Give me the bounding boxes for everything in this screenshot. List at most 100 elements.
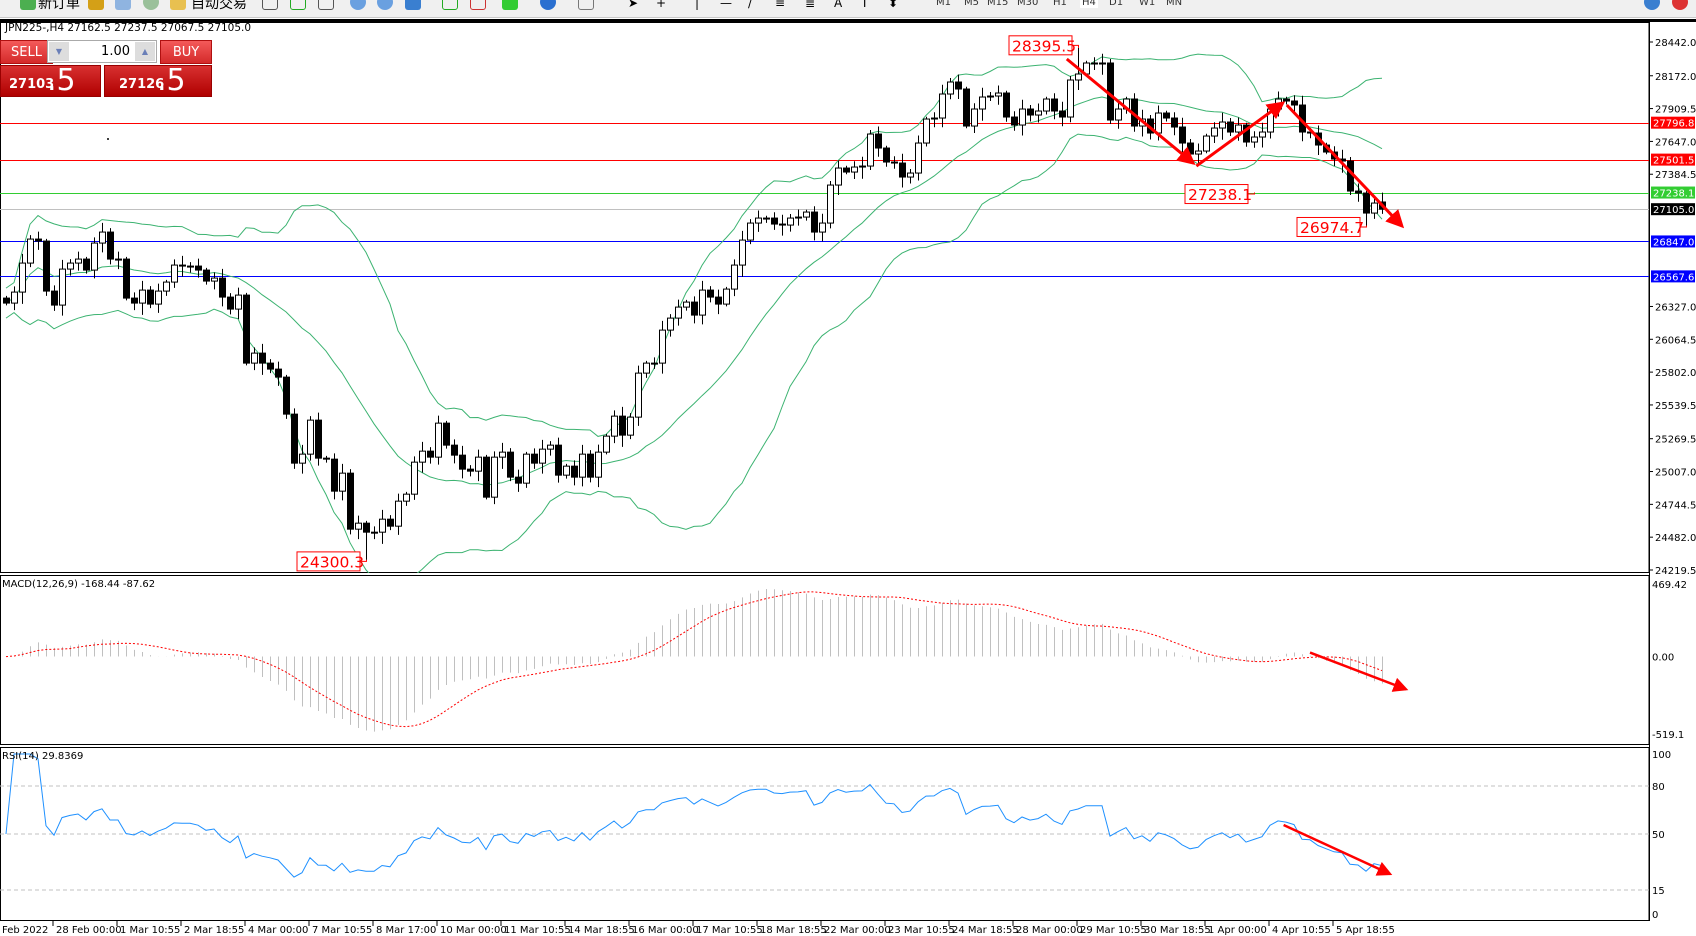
periods-icon[interactable] bbox=[540, 0, 556, 10]
candle bbox=[899, 153, 906, 188]
macd-label: MACD(12,26,9) -168.44 -87.62 bbox=[2, 579, 155, 590]
time-label: 14 Mar 18:55 bbox=[568, 925, 635, 936]
new-order-icon[interactable] bbox=[20, 0, 36, 10]
timeframe-h1[interactable]: H1 bbox=[1053, 0, 1067, 8]
candle-body bbox=[267, 362, 274, 370]
vertical-line-icon[interactable]: | bbox=[695, 0, 700, 10]
text-icon[interactable]: A bbox=[834, 0, 843, 10]
candle-body bbox=[355, 522, 362, 530]
chart-shift-icon[interactable] bbox=[470, 0, 486, 10]
market-watch-icon[interactable] bbox=[88, 0, 104, 10]
toolbar: 新订单 自动交易 ➤ + | — / ≡ ≣ A T ⬍ M1 M5 M15 M30 H… bbox=[0, 0, 1696, 18]
timeframe-m15[interactable]: M15 bbox=[987, 0, 1009, 8]
new-order-button[interactable]: 新订单 bbox=[38, 0, 80, 12]
toolbar-divider bbox=[0, 19, 1696, 22]
candle bbox=[427, 447, 434, 464]
auto-trading-button[interactable]: 自动交易 bbox=[191, 0, 247, 12]
bar-chart-icon[interactable] bbox=[262, 0, 278, 10]
navigator-icon[interactable] bbox=[115, 0, 131, 10]
candle bbox=[707, 286, 714, 303]
time-label: 11 Mar 10:55 bbox=[504, 925, 571, 936]
candle-body bbox=[547, 444, 554, 450]
price-tick-label: 25007.0 bbox=[1655, 468, 1696, 479]
notifications-icon[interactable] bbox=[1672, 0, 1688, 10]
candle bbox=[219, 268, 226, 307]
candle bbox=[1011, 111, 1018, 131]
candle bbox=[763, 215, 770, 223]
candle bbox=[811, 206, 818, 241]
candle-body bbox=[523, 453, 530, 484]
text-label-icon[interactable]: T bbox=[861, 0, 869, 10]
candle bbox=[195, 258, 202, 278]
auto-trading-icon[interactable] bbox=[170, 0, 186, 10]
candle bbox=[1355, 183, 1362, 202]
candle bbox=[867, 130, 874, 171]
zoom-in-icon[interactable] bbox=[350, 0, 366, 10]
cursor-icon[interactable]: ➤ bbox=[628, 0, 639, 10]
bollinger-lower bbox=[5, 133, 1383, 573]
fibonacci-icon[interactable]: ≣ bbox=[805, 0, 816, 10]
timeframe-d1[interactable]: D1 bbox=[1109, 0, 1124, 8]
candle bbox=[355, 515, 362, 540]
candle-body bbox=[963, 88, 970, 127]
trendline-icon[interactable]: / bbox=[748, 0, 753, 10]
candle bbox=[747, 219, 754, 245]
candlestick-icon[interactable] bbox=[290, 0, 306, 10]
signal-icon[interactable] bbox=[143, 0, 159, 10]
timeframe-m30[interactable]: M30 bbox=[1017, 0, 1039, 8]
candle bbox=[699, 280, 706, 325]
zoom-out-icon[interactable] bbox=[377, 0, 393, 10]
candle-body bbox=[427, 450, 434, 458]
candle-body bbox=[763, 217, 770, 220]
candle-body bbox=[1051, 98, 1058, 112]
candle-body bbox=[883, 147, 890, 163]
candle-body bbox=[835, 167, 842, 186]
candle bbox=[1059, 101, 1066, 127]
timeframe-w1[interactable]: W1 bbox=[1139, 0, 1156, 8]
candle bbox=[187, 262, 194, 273]
candle-body bbox=[219, 277, 226, 298]
price-tick-label: 25269.5 bbox=[1655, 435, 1696, 446]
timeframe-mn[interactable]: MN bbox=[1166, 0, 1183, 8]
candle-body bbox=[539, 448, 546, 464]
search-icon[interactable] bbox=[1644, 0, 1660, 10]
price-label-box bbox=[296, 551, 361, 572]
candle bbox=[795, 209, 802, 226]
lot-size-input[interactable] bbox=[70, 42, 134, 61]
candle-body bbox=[227, 296, 234, 310]
lot-decrease-button[interactable]: ▼ bbox=[49, 42, 69, 61]
candle bbox=[803, 209, 810, 221]
candle-body bbox=[579, 453, 586, 478]
buy-price[interactable]: 27126 .5 bbox=[104, 64, 212, 98]
arrows-icon[interactable]: ⬍ bbox=[888, 0, 899, 10]
candle-body bbox=[1043, 98, 1050, 112]
candle-body bbox=[259, 352, 266, 364]
candle bbox=[403, 491, 410, 506]
crosshair-icon[interactable]: + bbox=[656, 0, 667, 10]
channel-icon[interactable]: ≡ bbox=[775, 0, 786, 10]
tile-windows-icon[interactable] bbox=[405, 0, 421, 10]
candle-body bbox=[971, 108, 978, 127]
candle-body bbox=[827, 184, 834, 224]
candle-body bbox=[987, 95, 994, 98]
horizontal-line-icon[interactable]: — bbox=[720, 0, 732, 10]
auto-scroll-icon[interactable] bbox=[442, 0, 458, 10]
candle-body bbox=[747, 222, 754, 241]
line-chart-icon[interactable] bbox=[318, 0, 334, 10]
sell-price[interactable]: 27103 .5 bbox=[0, 64, 101, 98]
buy-button[interactable]: BUY bbox=[160, 40, 212, 64]
templates-icon[interactable] bbox=[578, 0, 594, 10]
chart-title: JPN225-,H4 27162.5 27237.5 27067.5 27105… bbox=[5, 22, 252, 34]
timeframe-m5[interactable]: M5 bbox=[964, 0, 979, 8]
candle bbox=[475, 449, 482, 482]
lot-increase-button[interactable]: ▲ bbox=[135, 42, 155, 61]
candle-body bbox=[1187, 142, 1194, 155]
candle-body bbox=[419, 450, 426, 463]
timeframe-h4[interactable]: H4 bbox=[1080, 0, 1098, 8]
sell-button[interactable]: SELL bbox=[0, 40, 53, 64]
indicators-icon[interactable] bbox=[502, 0, 518, 10]
timeframe-m1[interactable]: M1 bbox=[936, 0, 951, 8]
candle-body bbox=[1203, 135, 1210, 152]
price-tick-label: 25539.5 bbox=[1655, 401, 1696, 412]
